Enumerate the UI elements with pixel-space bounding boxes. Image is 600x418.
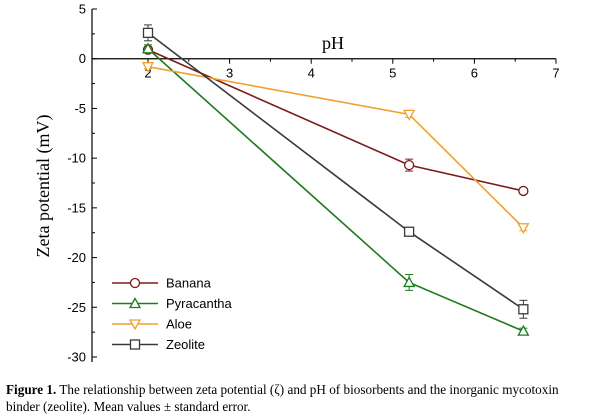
data-point-pyracantha [517,324,530,336]
legend-item-banana: Banana [112,276,212,291]
legend-marker-pyracantha [128,297,142,309]
data-point-banana [518,185,529,197]
y-tick-label: -30 [67,350,86,365]
x-tick-label: 5 [389,66,396,81]
legend-label-aloe: Aloe [166,317,192,332]
data-point-zeolite [403,226,415,237]
y-tick-label: -5 [74,101,86,116]
chart-axes: 5 0 -5 -10 -15 -20 -25 -30 2 3 4 5 6 7 [67,2,559,365]
caption-label: Figure 1. [6,382,57,397]
data-point-pyracantha [141,42,155,54]
data-point-zeolite [142,27,154,39]
x-tick-label: 3 [226,66,233,81]
caption-text: The relationship between zeta potential … [6,382,559,414]
zeta-potential-chart: 5 0 -5 -10 -15 -20 -25 -30 2 3 4 5 6 7 Banana Pyracant… [33,2,560,365]
y-tick-label: -20 [67,250,86,265]
legend-marker-aloe [128,319,142,331]
legend-item-zeolite: Zeolite [112,337,205,352]
y-tick-label: 5 [79,2,86,17]
data-point-aloe [517,223,530,235]
data-point-pyracantha [403,276,416,288]
data-point-aloe [403,109,416,121]
data-point-banana [403,159,415,171]
series-line-banana [147,49,524,192]
y-axis-title: Zeta potential (mV) [33,115,54,258]
legend-label-banana: Banana [166,276,212,291]
series-pyracantha [141,42,530,336]
figure-caption: Figure 1. The relationship between zeta … [6,381,594,415]
data-point-aloe [141,62,155,74]
legend-marker-banana [129,277,141,289]
data-point-zeolite [518,304,529,315]
series-line-aloe [147,65,524,229]
chart-series [141,24,530,336]
y-tick-label: -10 [67,151,86,166]
x-tick-label: 4 [308,66,315,81]
x-tick-label: 7 [552,66,559,81]
y-tick-label: -25 [67,300,86,315]
legend-item-aloe: Aloe [112,317,192,332]
y-tick-label: 0 [79,51,86,66]
x-tick-label: 6 [471,66,478,81]
series-aloe [141,62,530,235]
legend-marker-zeolite [129,339,141,350]
legend-label-pyracantha: Pyracantha [166,296,233,311]
series-zeolite [142,24,529,319]
x-axis-title: pH [322,33,344,53]
x-tick-label: 2 [144,66,151,81]
legend-item-pyracantha: Pyracantha [112,296,233,311]
legend-label-zeolite: Zeolite [166,337,205,352]
chart-legend: Banana Pyracantha Aloe Zeolite [112,276,233,352]
y-tick-label: -15 [67,200,86,215]
